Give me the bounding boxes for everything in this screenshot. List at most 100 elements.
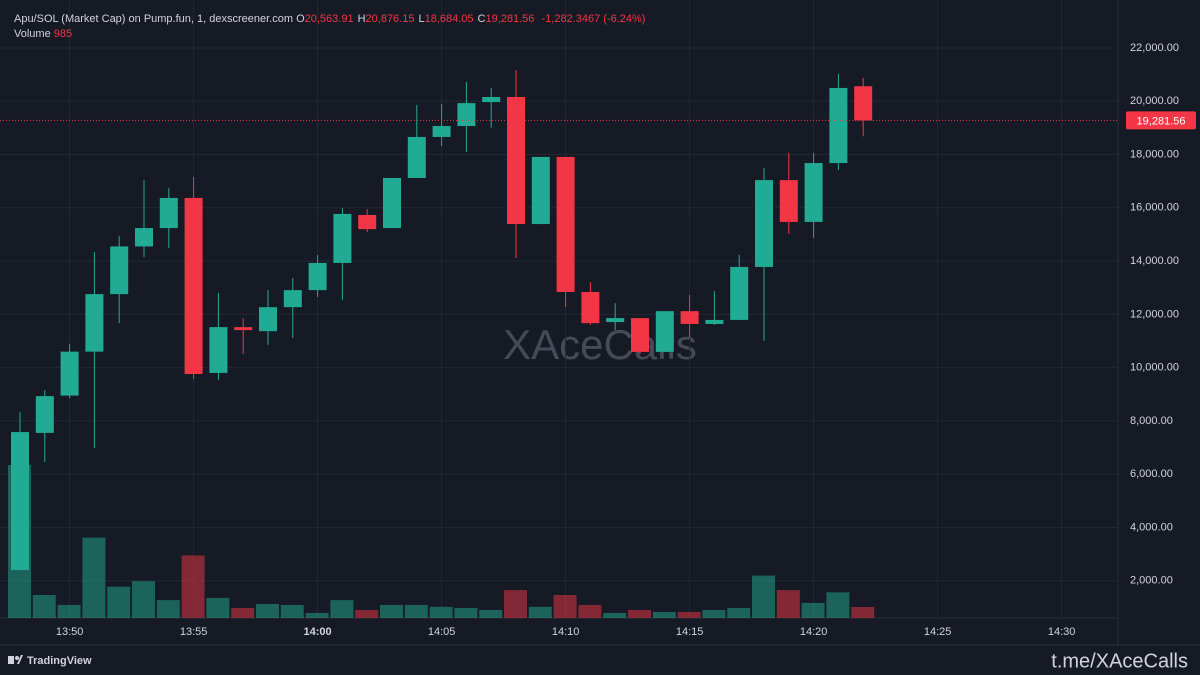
candle-body xyxy=(507,97,525,225)
volume-bar xyxy=(380,604,403,618)
volume-name: Volume xyxy=(14,28,51,40)
volume-bar xyxy=(826,592,850,618)
candle-body xyxy=(159,197,178,229)
volume-bar xyxy=(727,607,751,618)
candle-body xyxy=(11,432,29,571)
volume-bar xyxy=(330,600,354,618)
volume-legend: Volume 985 xyxy=(14,28,72,40)
candle-body xyxy=(631,318,649,352)
volume-bar xyxy=(528,606,552,618)
ohlc-value: 18,684.05 xyxy=(424,13,474,25)
volume-bar xyxy=(652,611,676,618)
last-price-label: 19,281.56 xyxy=(1137,115,1186,127)
volume-bar xyxy=(280,604,304,618)
x-tick-label: 14:25 xyxy=(924,626,952,638)
legend-header: Apu/SOL (Market Cap) on Pump.fun, 1, dex… xyxy=(14,13,649,25)
y-tick-label: 8,000.00 xyxy=(1130,415,1173,427)
volume-bar xyxy=(256,603,279,618)
x-tick-label: 14:20 xyxy=(800,626,828,638)
y-tick-label: 2,000.00 xyxy=(1130,575,1173,587)
ohlc-key: C xyxy=(477,13,486,25)
volume-bar xyxy=(156,600,180,618)
volume-bar xyxy=(801,602,825,618)
volume-bar xyxy=(82,537,106,618)
footer-link: t.me/XAceCalls xyxy=(1051,650,1188,672)
candle-body xyxy=(184,197,203,375)
x-tick-label: 13:55 xyxy=(180,626,208,638)
volume-bar xyxy=(752,575,775,618)
volume-bar xyxy=(305,612,329,618)
volume-bar xyxy=(32,594,56,618)
volume-bar xyxy=(603,612,627,618)
candle-body xyxy=(482,97,501,103)
volume-bar xyxy=(107,586,131,618)
candle-body xyxy=(259,307,277,332)
candle-body xyxy=(581,291,600,324)
candle-body xyxy=(135,228,153,247)
candle-body xyxy=(755,180,773,267)
y-tick-label: 20,000.00 xyxy=(1130,95,1179,107)
x-tick-label: 14:15 xyxy=(676,626,704,638)
candle-body xyxy=(829,87,848,164)
volume-bar xyxy=(553,594,577,618)
y-tick-label: 4,000.00 xyxy=(1130,521,1173,533)
candle-body xyxy=(779,180,798,222)
x-tick-label: 14:00 xyxy=(304,626,332,638)
ohlc-value: 20,876.15 xyxy=(365,13,415,25)
volume-bar xyxy=(677,611,701,618)
candle-body xyxy=(730,266,749,320)
volume-bar xyxy=(231,607,255,618)
y-tick-label: 18,000.00 xyxy=(1130,148,1179,160)
y-tick-label: 16,000.00 xyxy=(1130,202,1179,214)
volume-bar xyxy=(578,604,602,618)
volume-bar xyxy=(181,555,205,618)
y-tick-label: 14,000.00 xyxy=(1130,255,1179,267)
candle-body xyxy=(407,136,426,178)
ohlc-value: 19,281.56 xyxy=(485,13,535,25)
candle-body xyxy=(35,396,54,433)
volume-bar xyxy=(504,590,527,618)
tradingview-logo xyxy=(8,655,23,664)
volume-bar xyxy=(851,606,875,618)
volume-bar xyxy=(479,609,503,618)
x-tick-label: 13:50 xyxy=(56,626,84,638)
candle-body xyxy=(804,163,823,222)
last-price-box xyxy=(1126,111,1196,130)
ohlc-key: L xyxy=(418,13,425,25)
x-tick-label: 14:10 xyxy=(552,626,580,638)
y-tick-label: 10,000.00 xyxy=(1130,362,1179,374)
volume-bar xyxy=(57,604,81,618)
chart-title: Apu/SOL (Market Cap) on Pump.fun, 1, dex… xyxy=(14,13,294,25)
x-tick-label: 14:05 xyxy=(428,626,456,638)
candle-body xyxy=(283,290,302,308)
change-label: -1,282.3467 (-6.24%) xyxy=(541,13,646,25)
x-tick-label: 14:30 xyxy=(1048,626,1076,638)
candle-body xyxy=(854,86,873,121)
footer-brand: TradingView xyxy=(27,655,92,667)
candles xyxy=(11,70,873,571)
candle-body xyxy=(234,327,253,331)
candle-body xyxy=(705,319,724,324)
candle-body xyxy=(209,327,228,373)
candle-body xyxy=(85,294,104,352)
candle-body xyxy=(358,214,377,230)
y-tick-label: 22,000.00 xyxy=(1130,42,1179,54)
candle-body xyxy=(531,156,550,225)
ohlc-key: H xyxy=(357,13,366,25)
volume-bar xyxy=(776,590,800,618)
candle-body xyxy=(457,103,476,127)
volume-bar xyxy=(206,597,230,618)
candle-body xyxy=(680,311,699,324)
candle-body xyxy=(110,246,129,295)
volume-bar xyxy=(702,609,726,618)
volume-bar xyxy=(404,604,428,618)
volume-bar xyxy=(628,609,651,618)
y-tick-label: 12,000.00 xyxy=(1130,308,1179,320)
volume-last: 985 xyxy=(53,28,73,40)
ohlc-key: O xyxy=(296,13,305,25)
ohlc-legend: O20,563.91 H20,876.15 L18,684.05 C19,281.56 xyxy=(296,13,538,25)
candle-body xyxy=(432,126,451,137)
candle-body xyxy=(60,351,79,396)
